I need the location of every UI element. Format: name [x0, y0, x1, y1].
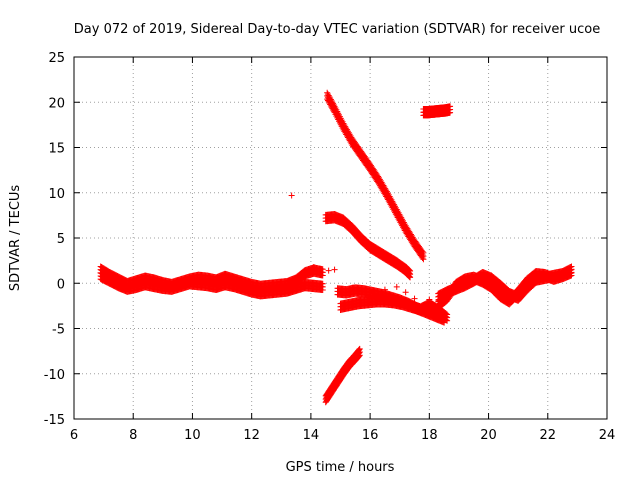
x-axis-label: GPS time / hours [286, 460, 395, 475]
data-point [324, 89, 331, 96]
plot-frame [73, 56, 608, 420]
data-point [327, 95, 334, 102]
x-tick-label: 8 [129, 428, 137, 443]
data-point [325, 92, 332, 99]
y-tick-label: 15 [48, 142, 65, 157]
chart-title: Day 072 of 2019, Sidereal Day-to-day VTE… [74, 22, 600, 37]
data-point [419, 248, 426, 255]
x-tick-label: 18 [421, 428, 438, 443]
data-point [329, 99, 336, 106]
y-axis-label: SDTVAR / TECUs [8, 185, 23, 292]
x-tick-label: 24 [599, 428, 616, 443]
y-tick-label: -5 [52, 323, 65, 338]
series-arc-lower-band [97, 269, 326, 300]
y-tick-label: 20 [48, 96, 65, 111]
y-tick-label: 10 [48, 187, 65, 202]
data-point [326, 93, 333, 100]
data-point [330, 100, 337, 107]
y-tick-label: 5 [57, 232, 65, 247]
data-point [325, 267, 332, 274]
y-tick-label: 25 [48, 51, 65, 66]
data-point [324, 91, 331, 98]
data-points [97, 89, 575, 406]
data-point [420, 249, 427, 256]
series-arc-negative-rise [322, 345, 363, 406]
x-tick-label: 10 [184, 428, 201, 443]
y-tick-label: -15 [44, 413, 65, 428]
series-arc-upper-right [420, 103, 454, 119]
x-tick-label: 16 [362, 428, 379, 443]
y-tick-label: -10 [44, 368, 65, 383]
x-tick-label: 6 [70, 428, 78, 443]
data-point [330, 101, 337, 108]
data-point [407, 268, 414, 275]
x-tick-label: 12 [243, 428, 260, 443]
x-tick-label: 14 [303, 428, 320, 443]
data-point [327, 96, 334, 103]
data-point [319, 280, 326, 287]
data-point [288, 192, 295, 199]
series-arc-descending-lower [322, 211, 414, 281]
axis-ticks: 6 8 10 12 14 16 18 20 22 24 -15 -10 -5 0 5 10 15 20 25 [44, 51, 616, 443]
data-point [393, 283, 400, 290]
series-arc-descending-upper [324, 89, 427, 263]
grid-lines [74, 57, 607, 419]
data-point [328, 97, 335, 104]
x-tick-label: 20 [480, 428, 497, 443]
x-tick-label: 22 [540, 428, 557, 443]
y-tick-label: 0 [57, 277, 65, 292]
data-point [331, 266, 338, 273]
data-point [402, 289, 409, 296]
